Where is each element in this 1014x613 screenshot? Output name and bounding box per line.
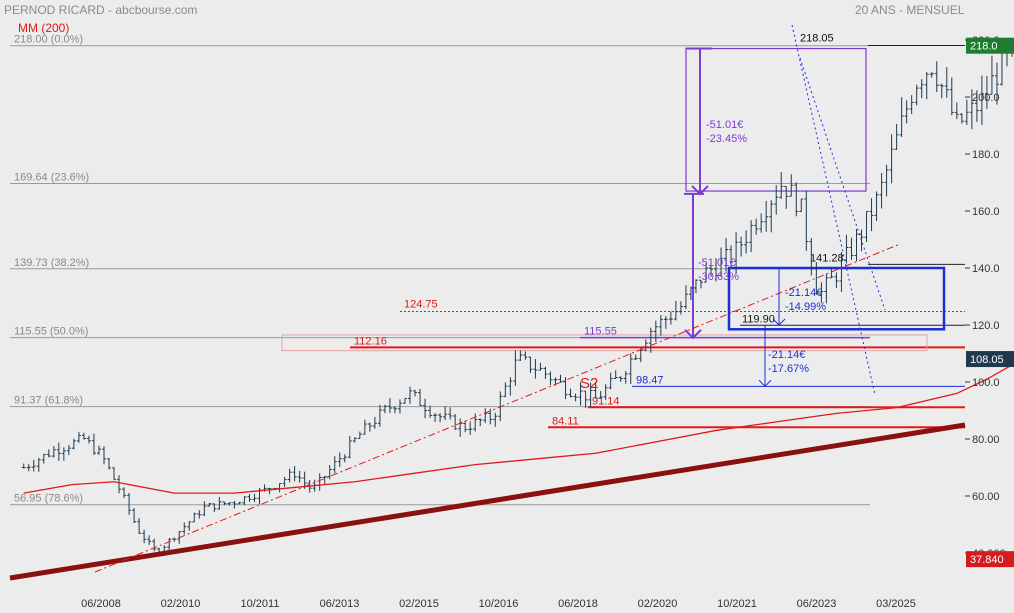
fib-label: 115.55 (50.0%): [14, 326, 88, 338]
fibonacci-levels: 218.00 (0.0%) 169.64 (23.6%) 139.73 (38.2%…: [10, 34, 870, 506]
channel-line-outer: [791, 24, 876, 396]
x-tick-label: 06/2013: [320, 598, 360, 610]
x-tick-label: 02/2015: [399, 598, 439, 610]
level-label: 98.47: [636, 374, 664, 386]
level-label: 124.75: [404, 298, 438, 310]
long-term-support-line: [9, 422, 966, 581]
fib-label: 169.64 (23.6%): [14, 172, 89, 184]
level-label: 119.90: [742, 313, 775, 325]
annotation-shapes: [281, 47, 946, 387]
y-tick-label: 60.00: [972, 491, 1000, 503]
level-label: 141.28: [810, 252, 844, 264]
y-tick-label: 180.0: [972, 149, 1000, 161]
fib-label: 91.37 (61.8%): [14, 395, 83, 407]
high-price-badge-bg: [966, 37, 1014, 54]
box3-drop-eur: -21.14€: [785, 287, 822, 299]
chart-title: PERNOD RICARD - abcbourse.com: [4, 3, 197, 17]
level-label: 218.05: [800, 33, 834, 45]
y-tick-label: 160.0: [972, 206, 1000, 218]
box4-drop-pct: -17.67%: [768, 363, 809, 375]
box4-drop-eur: -21.14€: [768, 349, 805, 361]
x-tick-label: 02/2020: [638, 598, 678, 610]
x-tick-label: 02/2010: [161, 598, 201, 610]
level-label: 84.11: [552, 415, 579, 427]
y-tick-label: 120.0: [972, 320, 1000, 332]
last-price-badge: 108.05: [970, 354, 1004, 366]
moving-average-line: [23, 363, 1014, 494]
s2-label: S2: [580, 375, 598, 392]
x-tick-label: 10/2011: [241, 598, 280, 610]
x-tick-label: 06/2018: [558, 598, 598, 610]
x-tick-label: 06/2008: [81, 598, 121, 610]
box2-drop-pct: -30.63%: [698, 271, 739, 283]
resistance-band: [281, 334, 928, 352]
fib-label: 56.95 (78.6%): [14, 493, 83, 505]
high-price-badge: 218.0: [970, 41, 998, 53]
dashdot-trendline: [94, 243, 901, 573]
last-price-badge-bg: [966, 351, 1014, 368]
annotation-labels: -51.01€ -23.45% -51.01€ -30.63% -21.14€ -14.9…: [580, 119, 826, 392]
level-label: 115.55: [584, 326, 617, 338]
moving-average: [23, 363, 1014, 494]
y-tick-label: 80.00: [972, 434, 1000, 446]
fib-label: 139.73 (38.2%): [14, 257, 89, 269]
blue-range-box: [727, 266, 946, 331]
box1-drop-pct: -23.45%: [706, 133, 747, 145]
y-tick-label: 140.0: [972, 263, 1000, 275]
trendlines: [9, 24, 966, 581]
level-label: 112.16: [354, 335, 387, 347]
blue-arrow1-head: [772, 318, 786, 326]
fib-label: 218.00 (0.0%): [14, 34, 83, 46]
axes: 220.0200.0180.0160.0140.0120.0100.080.00…: [81, 35, 1014, 610]
x-tick-label: 10/2021: [717, 598, 757, 610]
box2-drop-eur: -51.01€: [698, 257, 735, 269]
low-price-badge-bg: [966, 551, 1014, 568]
channel-line-inner: [799, 57, 886, 311]
y-tick-label: 100.0: [972, 377, 1000, 389]
indicator-label: MM (200): [18, 21, 69, 35]
x-tick-label: 10/2016: [479, 598, 519, 610]
blue-arrow2-head: [758, 379, 772, 387]
box3-drop-pct: -14.99%: [785, 301, 826, 313]
x-tick-label: 06/2023: [797, 598, 837, 610]
box1-drop-eur: -51.01€: [706, 119, 743, 131]
chart-period: 20 ANS - MENSUEL: [855, 3, 965, 17]
low-price-badge: 37.840: [970, 554, 1004, 566]
x-tick-label: 03/2025: [876, 598, 916, 610]
y-tick-label: 200.0: [972, 92, 1000, 104]
purple-arrow2-head: [684, 329, 702, 340]
